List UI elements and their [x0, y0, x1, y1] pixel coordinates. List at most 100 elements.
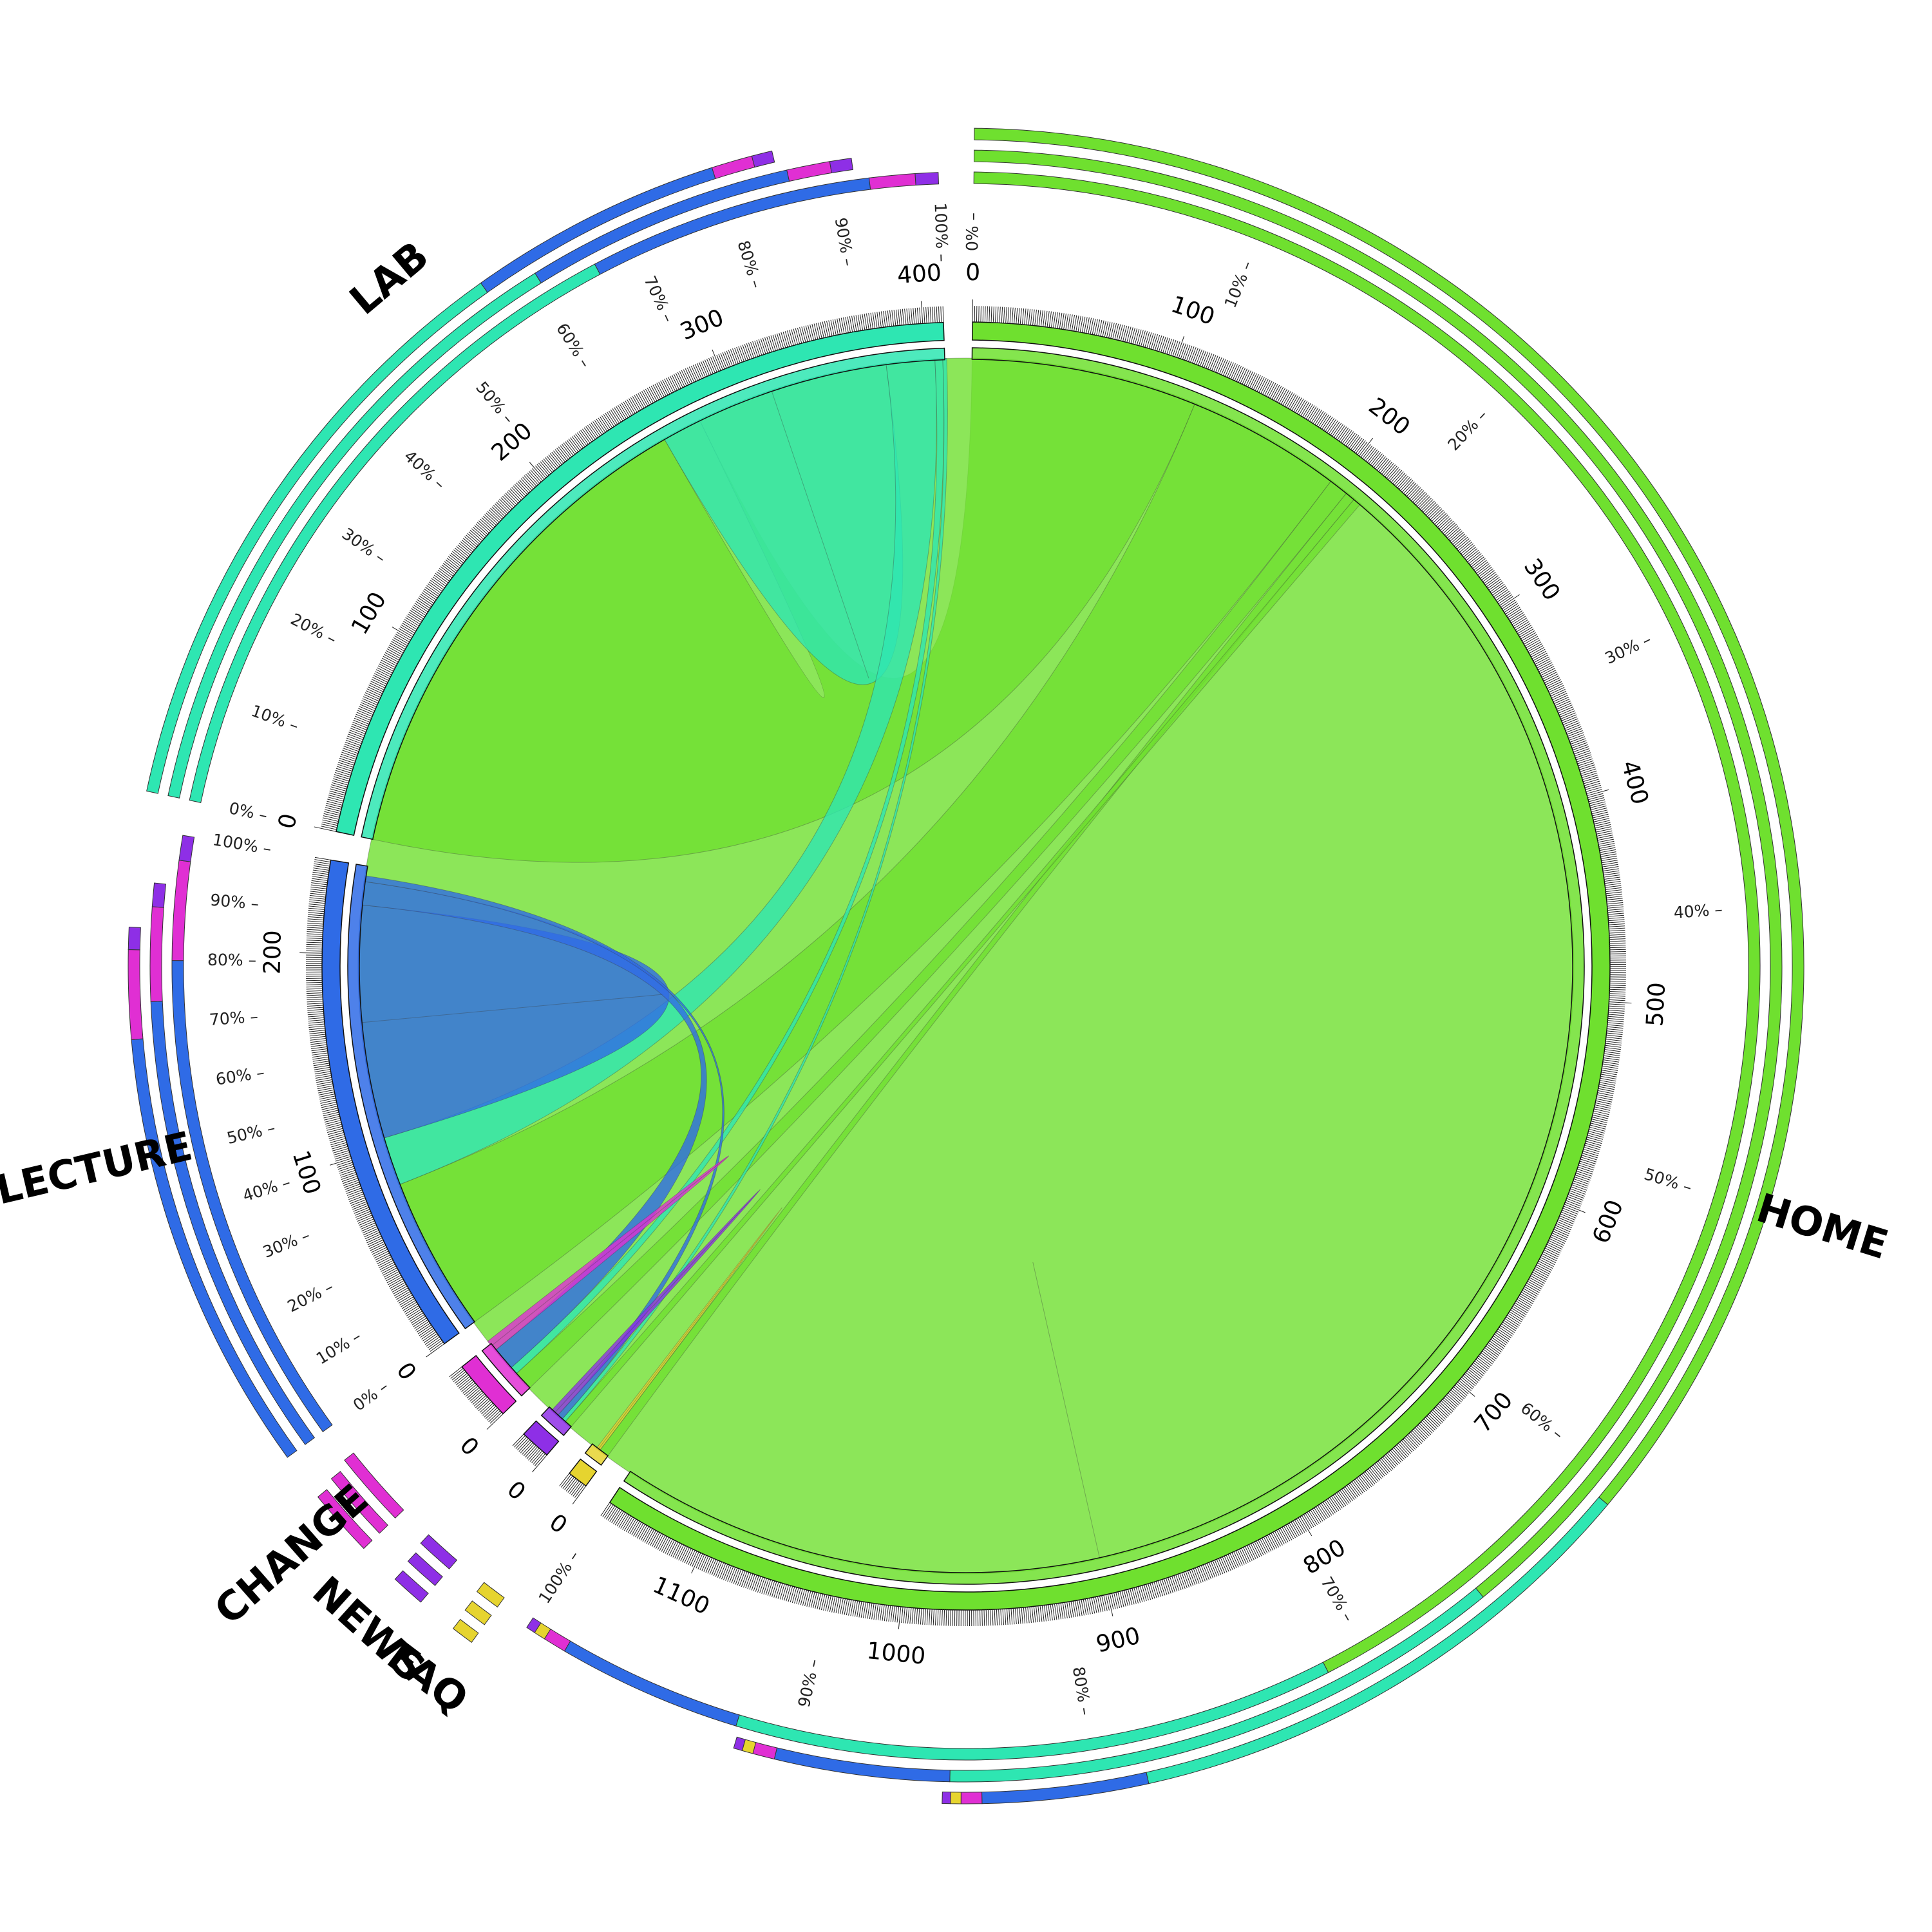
stack-track-home — [526, 1617, 542, 1633]
percent-label-home: 70% – — [1317, 1573, 1358, 1625]
stack-track-lecture — [128, 949, 144, 1041]
percent-label-lab: 0% – — [227, 799, 269, 825]
tick-label-lab: 400 — [896, 260, 942, 289]
percent-label-lab: 100% – — [931, 202, 952, 262]
segment-arc-news[interactable] — [523, 1420, 560, 1456]
tick-label-home: 100 — [1168, 291, 1218, 330]
tick-label-home: 1000 — [866, 1638, 927, 1670]
percent-label-lecture: 10% – — [313, 1327, 365, 1368]
percent-label-lecture: 50% – — [225, 1118, 278, 1148]
segment-inner-arc-lecture — [347, 864, 476, 1330]
percent-label-lecture: 70% – — [209, 1007, 259, 1029]
tick-label-home: 800 — [1299, 1534, 1350, 1580]
tick-label-lecture: 200 — [260, 930, 287, 975]
stack-track-news — [420, 1534, 458, 1569]
stack-track-change — [344, 1452, 404, 1519]
tick-marks-lab — [314, 301, 944, 832]
percent-label-home: 0% – — [963, 213, 982, 251]
percent-label-lab: 80% – — [734, 238, 766, 290]
percent-label-lecture: 30% – — [260, 1226, 312, 1262]
stack-track-change — [317, 1489, 373, 1549]
tick-marks-change — [449, 1366, 504, 1430]
stack-track-home — [960, 1792, 983, 1804]
tick-label-faq: 0 — [544, 1509, 572, 1539]
stack-track-home — [564, 1640, 740, 1727]
stack-track-news — [407, 1552, 443, 1586]
stack-track-change — [330, 1471, 388, 1534]
segment-arc-faq[interactable] — [569, 1458, 598, 1487]
percent-label-lecture: 80% – — [207, 951, 256, 970]
segment-inner-arc-news — [540, 1406, 573, 1436]
tick-label-lab: 200 — [487, 417, 538, 466]
stack-track-home — [752, 1741, 778, 1760]
percent-label-lecture: 60% – — [214, 1063, 266, 1089]
stack-track-lecture — [128, 926, 141, 951]
tick-label-home: 900 — [1094, 1623, 1142, 1658]
stack-track-lecture — [149, 906, 164, 1002]
stack-track-home — [733, 1736, 746, 1751]
tick-label-home: 200 — [1363, 393, 1414, 440]
tick-marks-home — [600, 299, 1632, 1629]
percent-label-lab: 30% – — [339, 524, 390, 567]
percent-label-home: 20% – — [1444, 406, 1491, 454]
stack-track-home — [950, 1792, 961, 1804]
tick-marks-news — [512, 1434, 547, 1473]
stack-track-lecture — [151, 882, 167, 908]
stack-track-faq — [476, 1582, 505, 1608]
percent-label-lab: 90% – — [831, 216, 858, 268]
percent-label-lab: 50% – — [472, 378, 518, 428]
tick-label-home: 600 — [1588, 1197, 1629, 1247]
percent-label-home: 50% – — [1642, 1164, 1694, 1197]
percent-label-lecture: 0% – — [350, 1377, 392, 1415]
percent-label-lab: 70% – — [640, 273, 677, 325]
stack-track-news — [394, 1570, 429, 1603]
segment-inner-arc-home — [623, 347, 1585, 1585]
tick-marks-lecture — [299, 857, 445, 1358]
tick-label-home: 700 — [1470, 1387, 1519, 1438]
percent-label-lab: 40% – — [401, 446, 450, 493]
percent-label-lecture: 40% – — [240, 1173, 292, 1206]
percent-label-home: 90% – — [795, 1657, 824, 1709]
segment-inner-arc-faq — [584, 1443, 609, 1466]
stack-track-lab — [868, 173, 916, 190]
tick-label-home: 300 — [1519, 554, 1565, 605]
percent-label-home: 60% – — [1517, 1399, 1567, 1444]
percent-label-lecture: 90% – — [209, 891, 260, 913]
stack-track-faq — [464, 1600, 492, 1625]
stack-track-lab — [751, 150, 775, 168]
segment-inner-arc-change — [481, 1343, 531, 1397]
stack-track-home — [735, 1662, 1329, 1761]
segment-name-lab: LAB — [341, 232, 437, 324]
tick-label-lab: 100 — [346, 587, 392, 639]
percent-label-home: 10% – — [1221, 258, 1256, 310]
segment-arc-lecture[interactable] — [321, 859, 460, 1345]
percent-label-home: 30% – — [1602, 630, 1654, 668]
percent-label-home: 100% – — [535, 1548, 583, 1607]
segment-name-home: HOME — [1752, 1184, 1894, 1269]
tick-label-lab: 300 — [677, 305, 728, 346]
percent-label-lab: 60% – — [553, 320, 594, 372]
tick-label-home: 500 — [1642, 981, 1671, 1027]
tick-label-lab: 0 — [274, 811, 303, 831]
segment-inner-arc-lab — [361, 347, 945, 840]
stack-track-lab — [914, 172, 939, 186]
tick-label-lecture: 100 — [287, 1148, 326, 1198]
stack-track-lecture — [178, 835, 195, 862]
tick-marks-faq — [559, 1473, 587, 1504]
percent-label-lecture: 100% – — [211, 830, 272, 858]
stack-track-home — [942, 1791, 951, 1804]
stack-track-lecture — [171, 860, 191, 961]
percent-label-lecture: 20% – — [285, 1277, 337, 1316]
tick-label-home: 400 — [1616, 758, 1653, 808]
tick-label-lecture: 0 — [391, 1358, 421, 1385]
percent-label-home: 80% – — [1069, 1665, 1095, 1717]
segment-arc-change[interactable] — [461, 1354, 517, 1415]
stack-track-lab — [786, 161, 832, 182]
tick-label-home: 1100 — [649, 1572, 714, 1620]
percent-label-home: 40% – — [1673, 900, 1723, 922]
tick-label-home: 0 — [965, 260, 980, 286]
segment-arc-lab[interactable] — [336, 321, 945, 836]
tick-label-change: 0 — [455, 1432, 484, 1461]
